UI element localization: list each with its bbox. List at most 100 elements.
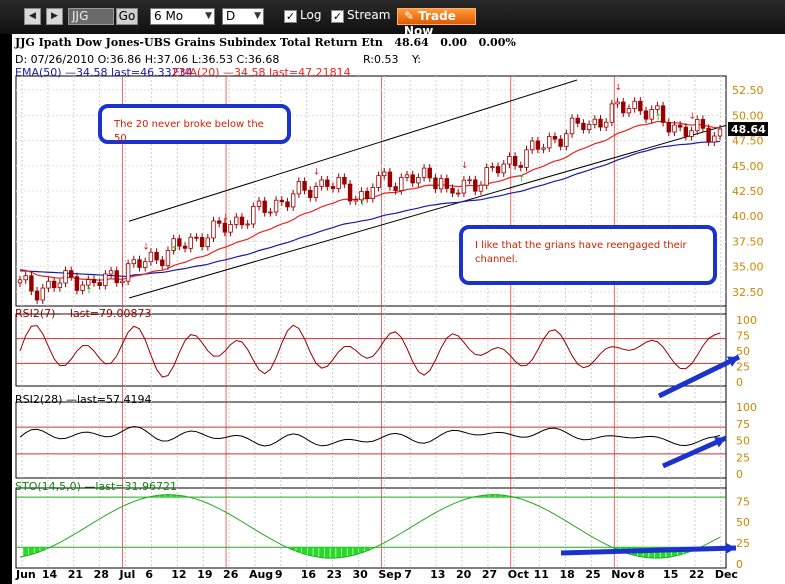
candle-body <box>245 223 250 226</box>
stream-checkbox[interactable]: ✓ <box>331 10 344 23</box>
sell-arrow-icon: ↓ <box>142 243 150 253</box>
symbol-input[interactable]: JJG <box>68 8 114 25</box>
candle-body <box>581 122 586 130</box>
log-checkbox[interactable]: ✓ <box>284 10 297 23</box>
candle-body <box>239 216 245 226</box>
x-tick-label: 22 <box>689 568 704 581</box>
x-tick-label: 13 <box>430 568 445 581</box>
candle-body <box>655 105 660 110</box>
x-tick-label: Nov <box>611 568 636 581</box>
x-tick-label: Jun <box>15 568 36 581</box>
candle-body <box>547 136 552 149</box>
candle-body <box>222 222 228 233</box>
candle-body <box>495 166 501 174</box>
candle-body <box>712 135 717 143</box>
chart-canvas[interactable]: Jun 14 21 28 Jul 6 12 19 26 Aug 9 16 23 30 Sep 7 13 20 27 O… <box>12 34 785 584</box>
go-button[interactable]: Go <box>116 8 138 25</box>
candle-body <box>501 163 506 174</box>
candle-body <box>46 280 51 289</box>
candle-body <box>376 175 381 188</box>
candle-body <box>552 136 558 140</box>
candle-body <box>444 178 450 189</box>
candle-body <box>194 236 199 239</box>
price-tick-label: 42.50 <box>732 185 764 198</box>
candle-body <box>182 245 188 249</box>
x-tick-label: 15 <box>663 568 678 581</box>
sell-arrow-icon: ↓ <box>222 213 230 223</box>
price-change: 0.00 <box>440 36 468 49</box>
x-tick-label: 6 <box>145 568 153 581</box>
rsi-tick-label: 0 <box>736 376 743 389</box>
x-tick-label: Aug <box>249 568 273 581</box>
candle-body <box>29 275 34 292</box>
period-select[interactable]: 6 Mo ▼ <box>150 8 215 25</box>
ohlc-readout: D: 07/26/2010 O:36.86 H:37.06 L:36.53 C:… <box>15 53 280 66</box>
candle-body <box>74 276 80 291</box>
ema20-legend: EMA(20) —34.58 last=47.21814 <box>173 66 351 79</box>
candle-body <box>609 103 615 123</box>
annotation-box-ema: The 20 never broke below the 50 <box>98 104 291 144</box>
candle-body <box>171 238 176 251</box>
candle-body <box>518 165 524 168</box>
candle-body <box>34 290 40 301</box>
rsi-tick-label: 25 <box>736 361 750 374</box>
annotation-arrow-sto-head <box>725 542 736 555</box>
candle-body <box>216 220 222 224</box>
candle-body <box>490 166 495 168</box>
x-tick-label: 12 <box>171 568 186 581</box>
sell-arrow-icon: ↓ <box>461 161 469 171</box>
x-tick-label: 28 <box>94 568 109 581</box>
last-price: 48.64 <box>394 36 429 49</box>
candle-body <box>564 133 569 147</box>
candle-body <box>484 167 489 186</box>
candle-body <box>108 270 114 275</box>
annotation-arrow-rsi28 <box>661 435 728 469</box>
candle-body <box>296 181 302 195</box>
candle-body <box>569 117 575 135</box>
sto-legend: STO(14,5,0) —last=31.96721 <box>15 480 177 493</box>
candle-body <box>427 167 432 179</box>
candle-body <box>410 174 415 184</box>
sell-arrow-icon: ↓ <box>313 167 321 177</box>
candle-body <box>683 126 689 137</box>
rsi28-line <box>19 426 721 447</box>
chevron-down-icon: ▼ <box>254 11 261 21</box>
price-tick-label: 50.00 <box>732 109 764 122</box>
interval-select[interactable]: D ▼ <box>222 8 264 25</box>
ema20-line <box>19 120 721 281</box>
rsi-tick-label: 100 <box>736 314 757 327</box>
rsi-tick-label: 75 <box>736 330 750 343</box>
candle-body <box>228 224 233 233</box>
candle-body <box>103 273 108 287</box>
sto-tick-label: 0 <box>736 558 743 571</box>
candle-body <box>421 167 427 178</box>
log-label: Log <box>300 8 322 22</box>
candle-body <box>211 220 216 239</box>
trade-now-button[interactable]: ✎ Trade Now <box>397 8 476 38</box>
candle-body <box>626 108 632 114</box>
candle-body <box>621 101 626 114</box>
candle-body <box>177 238 182 247</box>
chart-panel: Jun 14 21 28 Jul 6 12 19 26 Aug 9 16 23 30 Sep 7 13 20 27 O… <box>12 34 785 584</box>
sto-line <box>19 494 721 559</box>
price-tick-label: 45.00 <box>732 160 764 173</box>
price-tick-label: 37.50 <box>732 235 764 248</box>
ema50-legend: EMA(50) —34.58 last=46.33234 <box>15 66 193 79</box>
x-tick-label: Jul <box>119 568 136 581</box>
candle-body <box>188 236 193 249</box>
candle-body <box>649 109 654 120</box>
candle-body <box>393 186 398 191</box>
x-tick-label: Sep <box>378 568 401 581</box>
back-button[interactable]: ◀ <box>24 8 41 25</box>
candle-body <box>290 193 296 208</box>
candle-body <box>336 176 341 189</box>
candle-body <box>347 183 353 202</box>
price-tick-label: 35.00 <box>732 261 764 274</box>
candle-body <box>438 178 444 190</box>
annotation-arrow-rsi7-head <box>727 356 739 367</box>
forward-button[interactable]: ▶ <box>46 8 63 25</box>
candle-body <box>23 275 28 281</box>
candle-body <box>91 279 97 284</box>
candle-body <box>387 171 393 187</box>
candle-body <box>478 184 484 192</box>
